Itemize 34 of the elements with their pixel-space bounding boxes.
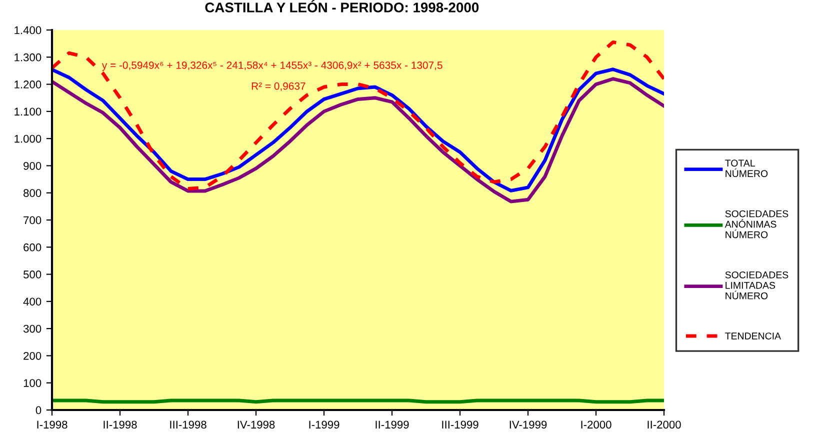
- y-tick-label: 900: [24, 162, 42, 170]
- y-tick-label: 800: [24, 189, 42, 197]
- y-tick-label: 1.000: [14, 134, 42, 143]
- x-tick-label: I-1998: [37, 420, 68, 429]
- x-tick-label: II-2000: [648, 420, 681, 429]
- x-tick-label: II-1998: [104, 420, 137, 429]
- annotation: y = -0,5949x⁶ + 19,326x⁵ - 241,58x⁴ + 1455x³ - 4306,9x² + 5635x - 1307,5: [102, 62, 442, 71]
- legend-label: SOCIEDADES LIMITADAS NÚMERO: [725, 271, 788, 300]
- x-tick-label: I-1999: [309, 420, 340, 429]
- y-tick-label: 100: [24, 379, 42, 387]
- x-tick-label: IV-1999: [510, 420, 547, 429]
- y-tick-label: 600: [24, 243, 42, 252]
- y-tick-label: 300: [23, 324, 42, 333]
- legend-label: TOTAL NÚMERO: [725, 160, 768, 178]
- y-tick-label: 400: [23, 298, 42, 306]
- x-tick-label: II-1999: [376, 420, 409, 429]
- x-tick-label: I-2000: [581, 420, 612, 429]
- y-tick-label: 1.200: [14, 80, 42, 88]
- y-tick-label: 700: [24, 216, 42, 224]
- y-tick-label: 500: [23, 270, 42, 278]
- legend-label: SOCIEDADES ANÓNIMAS NÚMERO: [724, 210, 788, 238]
- y-tick-label: 200: [24, 352, 42, 360]
- legend-label: TENDENCIA: [725, 332, 782, 340]
- y-tick-label: 1.400: [14, 26, 42, 34]
- line-series: [52, 40, 664, 191]
- annotation: R² = 0,9637: [252, 82, 306, 92]
- chart-title: CASTILLA Y LEÓN - PERIODO: 1998-2000: [205, 0, 479, 12]
- x-tick-label: III-1999: [442, 420, 478, 429]
- x-tick-label: III-1998: [170, 420, 206, 429]
- y-tick-label: 1.300: [14, 53, 42, 62]
- x-tick-label: IV-1998: [238, 420, 275, 429]
- y-tick-label: 1.100: [14, 108, 42, 116]
- y-tick-label: 0: [36, 406, 42, 414]
- line-series: [52, 77, 664, 204]
